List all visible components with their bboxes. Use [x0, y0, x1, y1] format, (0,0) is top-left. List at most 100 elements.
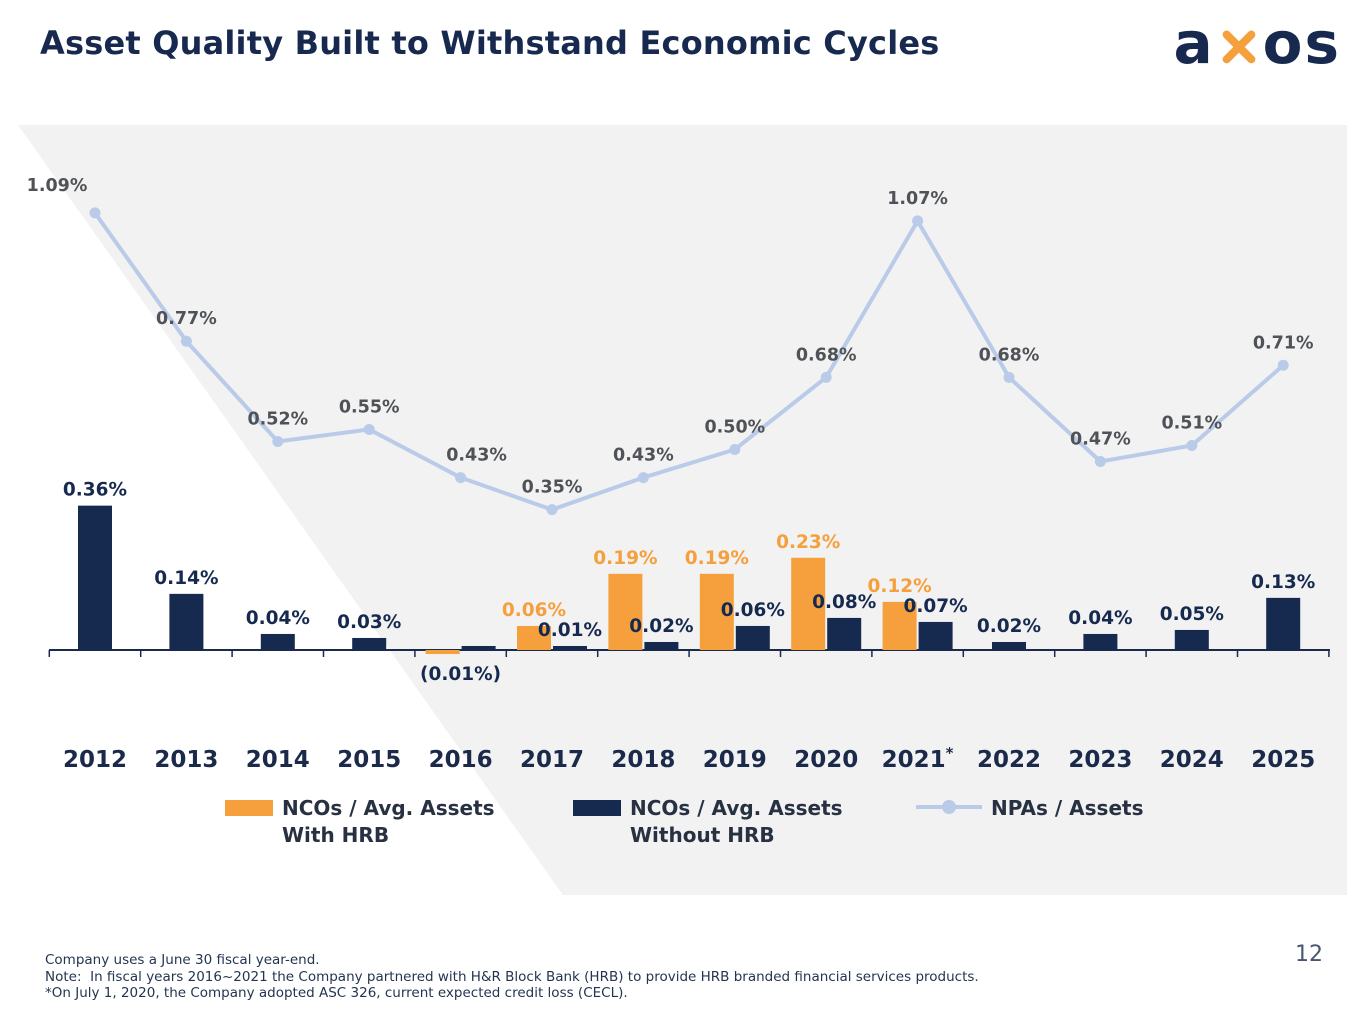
bar-label-with-hrb-2021: 0.12% [868, 576, 932, 597]
logo-text-left: a [1173, 9, 1215, 77]
page-number: 12 [1295, 942, 1323, 967]
bar-label-without-hrb-2020: 0.08% [812, 592, 876, 613]
legend-label: Without HRB [630, 823, 775, 847]
npa-label-2016: 0.43% [446, 446, 507, 466]
bar-with-hrb-2017 [517, 625, 551, 650]
x-axis-label-2016: 2016 [429, 747, 493, 773]
npa-marker-2019 [729, 444, 741, 455]
page-title: Asset Quality Built to Withstand Economi… [40, 24, 940, 62]
bar-label-without-hrb-2017: 0.01% [538, 620, 602, 641]
npa-label-2014: 0.52% [247, 409, 308, 429]
bar-without-hrb-2018 [644, 641, 679, 650]
x-axis-label-2014: 2014 [246, 747, 310, 773]
bar-label-without-hrb-2015: 0.03% [337, 612, 401, 633]
x-axis-label-2017: 2017 [520, 747, 584, 773]
bar-label-without-hrb-2014: 0.04% [246, 608, 310, 629]
bar-without-hrb-2020 [827, 617, 862, 650]
x-axis-label-2013: 2013 [154, 747, 218, 773]
npa-marker-2022 [1003, 371, 1015, 383]
bar-label-with-hrb-2018: 0.19% [593, 548, 657, 569]
bar-without-hrb-2021 [918, 621, 953, 650]
bar-with-hrb-2016 [425, 650, 460, 655]
x-axis-label-2018: 2018 [611, 747, 675, 773]
bar-label-without-hrb-2013: 0.14% [154, 568, 218, 589]
npa-label-2020: 0.68% [796, 345, 857, 365]
bar-without-hrb-2016 [461, 645, 496, 650]
npa-label-2022: 0.68% [979, 345, 1040, 365]
npa-label-2013: 0.77% [156, 309, 217, 329]
npa-marker-2024 [1186, 439, 1198, 451]
npa-label-2021: 1.07% [887, 189, 948, 209]
bar-label-with-hrb-2020: 0.23% [776, 532, 840, 553]
bar-with-hrb-2021 [882, 601, 917, 650]
bar-without-hrb-2013 [169, 593, 204, 650]
npa-label-2018: 0.43% [613, 446, 674, 466]
npa-marker-2015 [363, 423, 375, 435]
npa-label-2025: 0.71% [1253, 333, 1314, 353]
bar-with-hrb-2019 [699, 573, 734, 650]
npa-marker-2018 [637, 472, 649, 484]
npa-marker-2013 [180, 335, 192, 347]
bar-label-without-hrb-2024: 0.05% [1160, 604, 1224, 625]
npa-marker-2017 [546, 504, 558, 516]
x-axis-label-2021: 2021* [882, 744, 954, 773]
bar-label-with-hrb-2016: (0.01%) [420, 664, 501, 685]
npa-label-2024: 0.51% [1161, 413, 1222, 433]
bar-label-with-hrb-2019: 0.19% [685, 548, 749, 569]
bar-label-without-hrb-2019: 0.06% [721, 600, 785, 621]
legend-line-marker-icon [916, 800, 982, 814]
npa-line [93, 211, 1285, 512]
legend-item-ncos-without-hrb: NCOs / Avg. Assets Without HRB [573, 795, 843, 849]
bar-without-hrb-2024 [1174, 629, 1209, 650]
bar-without-hrb-2014 [260, 633, 295, 650]
logo-x-icon [1222, 30, 1256, 64]
npa-marker-2012 [89, 207, 101, 219]
bar-without-hrb-2012 [78, 505, 112, 650]
bar-with-hrb-2020 [791, 557, 826, 650]
logo-text-right: os [1262, 9, 1341, 77]
npa-label-2015: 0.55% [339, 397, 400, 417]
legend-item-npas-assets: NPAs / Assets [916, 795, 1144, 822]
bar-without-hrb-2015 [352, 637, 387, 650]
x-axis-label-2022: 2022 [977, 747, 1041, 773]
bar-label-without-hrb-2025: 0.13% [1251, 572, 1315, 593]
axos-logo: a os [1173, 14, 1341, 72]
bar-with-hrb-2018 [608, 573, 643, 650]
footnote-line-1: Company uses a June 30 fiscal year-end. [45, 952, 320, 968]
bar-label-without-hrb-2012: 0.36% [63, 480, 127, 501]
legend-swatch-without-hrb [573, 800, 621, 816]
x-axis-label-2019: 2019 [703, 747, 767, 773]
footnote-line-3: *On July 1, 2020, the Company adopted AS… [45, 985, 628, 1001]
bar-without-hrb-2019 [735, 625, 770, 650]
bar-label-without-hrb-2018: 0.02% [629, 616, 693, 637]
x-axis-label-2015: 2015 [337, 747, 401, 773]
bar-label-without-hrb-2021: 0.07% [904, 596, 968, 617]
bar-without-hrb-2022 [992, 641, 1026, 650]
npa-marker-2025 [1277, 359, 1289, 371]
legend-label: NCOs / Avg. Assets [630, 796, 843, 820]
bar-without-hrb-2017 [553, 645, 587, 650]
bar-without-hrb-2023 [1083, 633, 1118, 650]
bar-label-without-hrb-2023: 0.04% [1068, 608, 1132, 629]
legend-swatch-with-hrb [225, 800, 273, 816]
bar-label-without-hrb-2022: 0.02% [977, 616, 1041, 637]
x-axis-label-2020: 2020 [794, 747, 858, 773]
chart-legend: NCOs / Avg. Assets With HRB NCOs / Avg. … [0, 795, 1365, 865]
legend-label: With HRB [282, 823, 390, 847]
x-axis-label-2023: 2023 [1068, 747, 1132, 773]
npa-label-2023: 0.47% [1070, 430, 1131, 450]
npa-marker-2014 [272, 435, 284, 447]
bar-label-with-hrb-2017: 0.06% [502, 600, 566, 621]
npa-label-2012: 1.09% [27, 176, 88, 196]
npa-label-2019: 0.50% [704, 418, 765, 438]
npa-marker-2021 [912, 215, 924, 227]
x-axis-label-2025: 2025 [1251, 747, 1315, 773]
npa-marker-2016 [455, 472, 467, 484]
npa-marker-2020 [820, 371, 832, 383]
legend-item-ncos-with-hrb: NCOs / Avg. Assets With HRB [225, 795, 495, 849]
x-axis-label-2024: 2024 [1160, 747, 1224, 773]
footnote-line-2: Note: In fiscal years 2016~2021 the Comp… [45, 968, 979, 985]
footnotes: Company uses a June 30 fiscal year-end. … [45, 952, 979, 1002]
